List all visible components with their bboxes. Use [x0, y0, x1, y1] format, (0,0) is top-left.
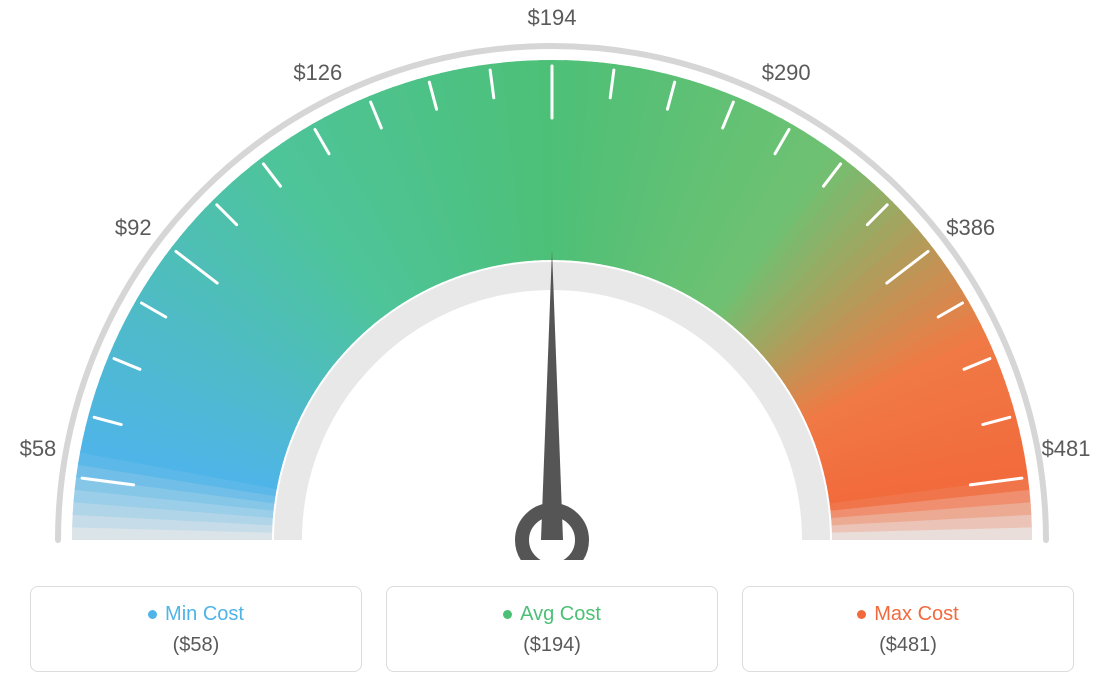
legend-title: Max Cost [857, 603, 958, 626]
legend-label: Avg Cost [520, 603, 601, 626]
gauge-tick-label: $481 [1042, 436, 1091, 462]
legend-value: ($194) [397, 634, 707, 657]
legend-row: Min Cost ($58) Avg Cost ($194) Max Cost ($481… [30, 586, 1074, 672]
legend-value: ($481) [753, 634, 1063, 657]
legend-title: Avg Cost [503, 603, 601, 626]
gauge-tick-label: $386 [946, 215, 995, 241]
gauge-chart [0, 0, 1104, 560]
legend-dot-icon [503, 610, 512, 619]
legend-card: Min Cost ($58) [30, 586, 362, 672]
legend-card: Max Cost ($481) [742, 586, 1074, 672]
legend-dot-icon [857, 610, 866, 619]
gauge-tick-label: $92 [115, 215, 152, 241]
legend-title: Min Cost [148, 603, 244, 626]
gauge-tick-label: $126 [293, 60, 342, 86]
legend-card: Avg Cost ($194) [386, 586, 718, 672]
gauge-tick-label: $194 [528, 5, 577, 31]
legend-label: Max Cost [874, 603, 958, 626]
legend-value: ($58) [41, 634, 351, 657]
gauge-tick-label: $58 [20, 436, 57, 462]
gauge-tick-label: $290 [762, 60, 811, 86]
gauge-container: $58 $92 $126 $194 $290 $386 $481 [0, 0, 1104, 560]
legend-dot-icon [148, 610, 157, 619]
legend-label: Min Cost [165, 603, 244, 626]
